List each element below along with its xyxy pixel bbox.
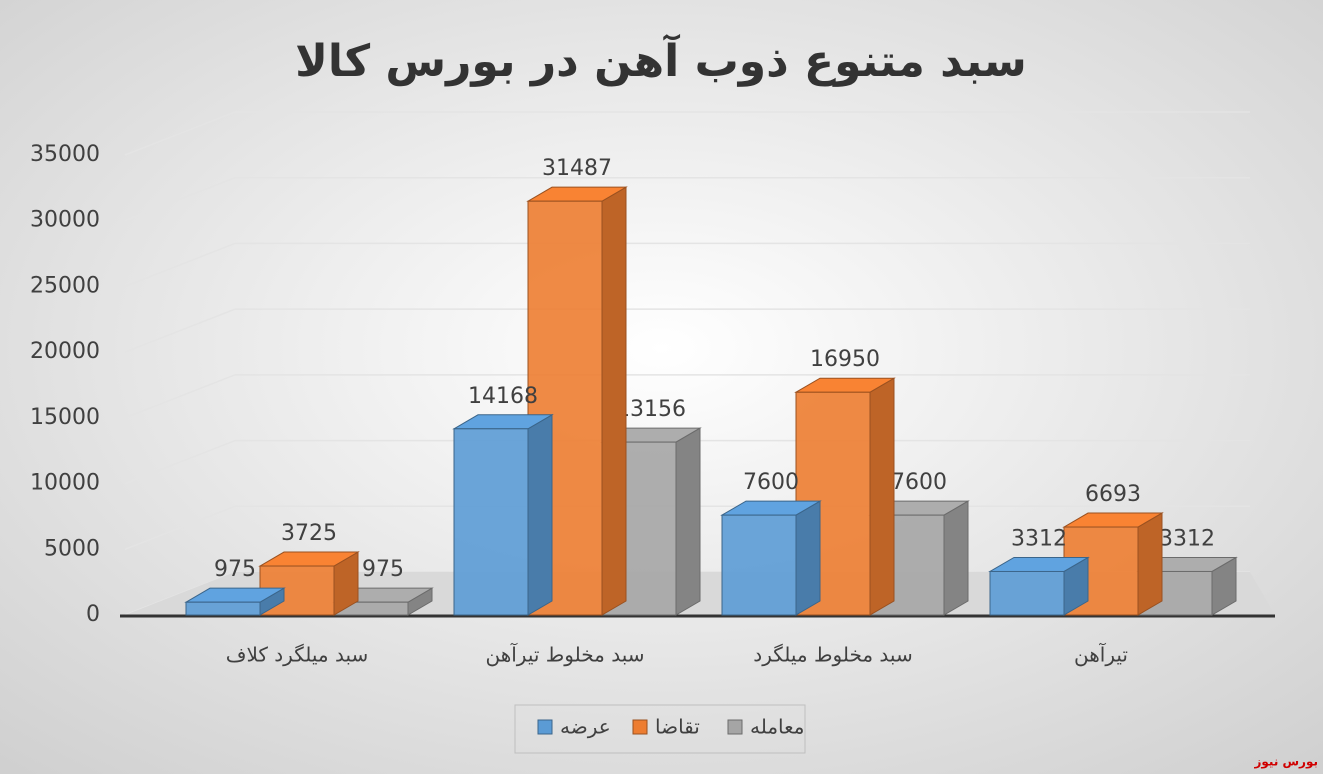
y-tick-label: 15000 [30,405,100,430]
data-label: 3725 [281,521,337,546]
bar-side [527,413,553,616]
bar [453,428,529,616]
bar-side [1137,512,1163,616]
grid-line [124,176,1250,222]
data-label: 7600 [891,470,947,495]
bar-side [943,500,969,616]
chart-title: سبد متنوع ذوب آهن در بورس کالا [295,33,1027,87]
source: بورس نیوز [1253,755,1318,770]
data-label: 16950 [810,347,880,372]
bar-side [675,427,701,616]
data-label: 7600 [743,470,799,495]
bar [989,570,1065,616]
x-tick-label: سبد میلگرد کلاف [226,643,369,667]
grid-line [124,374,1250,419]
x-tick-label: تیرآهن [1074,642,1128,667]
legend-label: معامله [750,715,805,739]
grid-line [124,308,1250,353]
data-label: 3312 [1011,526,1067,551]
y-tick-label: 20000 [30,339,100,364]
y-tick-label: 30000 [30,208,100,233]
legend-swatch [727,719,743,735]
bar [185,601,261,616]
bar-side [869,377,895,616]
grid-line [124,439,1250,485]
y-tick-label: 5000 [44,536,100,561]
grid-line [124,111,1250,156]
y-tick-label: 10000 [30,471,100,496]
data-label: 975 [362,557,404,582]
bar-side [795,500,821,616]
data-label: 13156 [616,397,686,422]
data-label: 14168 [468,384,538,409]
data-label: 3312 [1159,526,1215,551]
legend-swatch [537,719,553,735]
grid-line [124,242,1250,288]
y-tick-label: 0 [86,602,100,627]
legend-label: تقاضا [655,715,700,739]
data-label: 6693 [1085,482,1141,507]
legend-box [514,704,806,754]
x-tick-label: سبد مخلوط میلگرد [753,643,912,667]
y-tick-label: 25000 [30,273,100,298]
legend-label: عرضه [560,715,611,739]
y-tick-label: 35000 [30,142,100,167]
data-label: 31487 [542,156,612,181]
bar [721,514,797,616]
bar-side [601,186,627,616]
data-label: 975 [214,557,256,582]
legend-swatch [632,719,648,735]
x-tick-label: سبد مخلوط تیرآهن [485,642,644,667]
